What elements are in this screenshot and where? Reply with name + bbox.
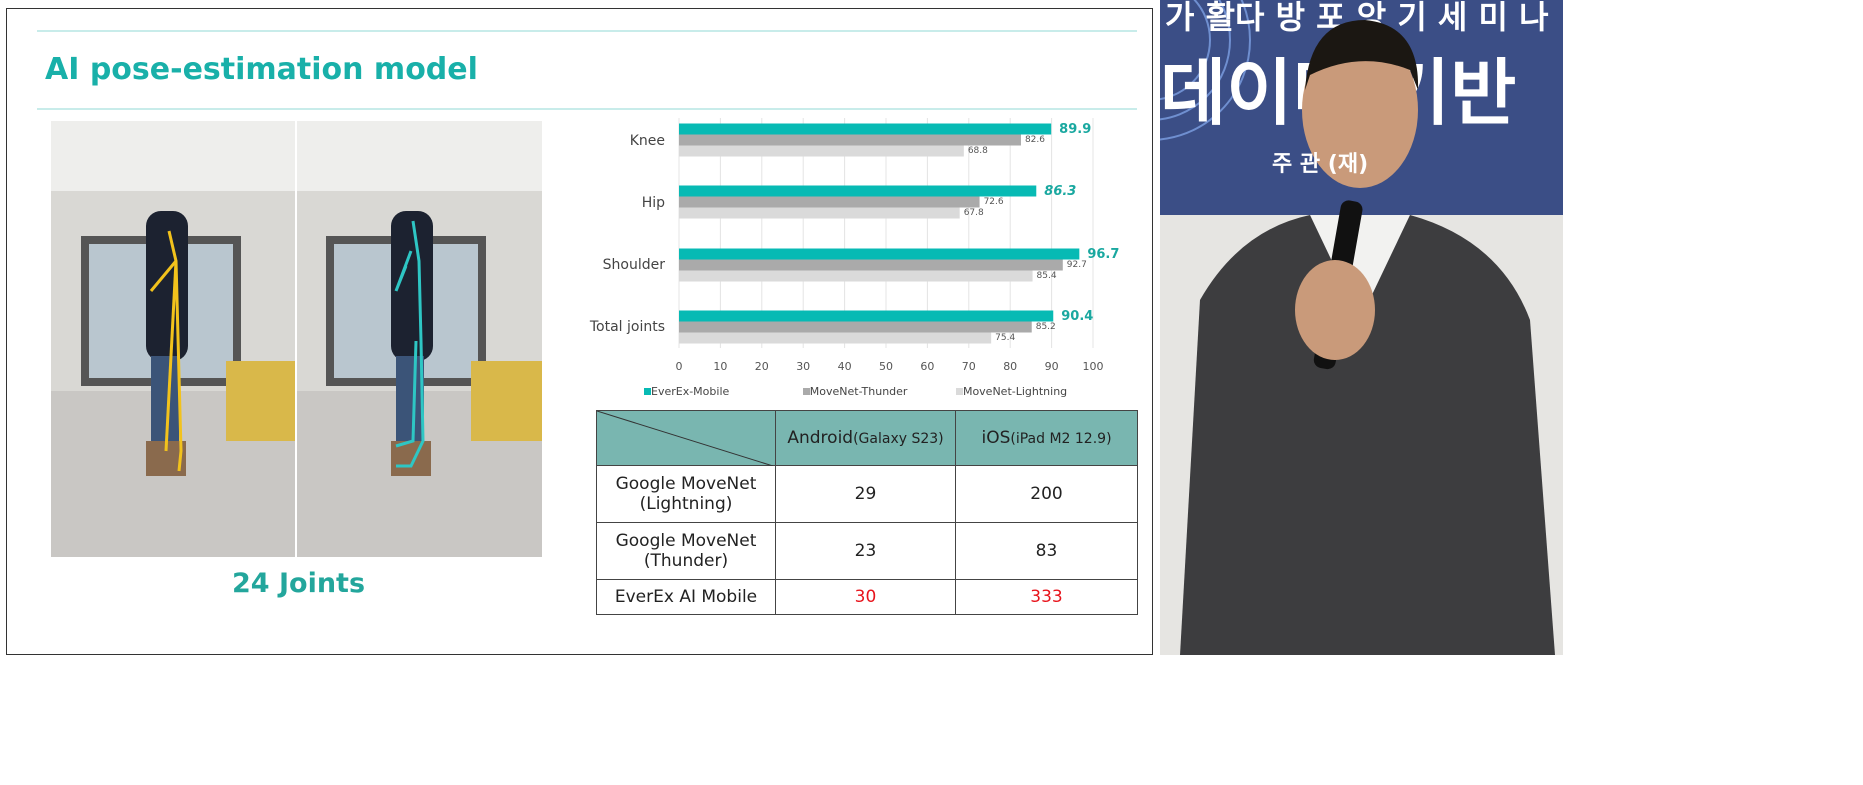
bar-movenet-thunder [679, 259, 1063, 271]
x-tick-label: 30 [796, 360, 811, 373]
legend: EverEx-Mobile MoveNet-Thunder MoveNet-Li… [644, 385, 1067, 398]
bar-movenet-lightning [679, 207, 960, 219]
legend-swatch [802, 388, 810, 395]
bar-chart: Knee Hip Shoulder Total joints 0 10 20 30 40… [550, 118, 1150, 408]
value-label: 90.4 [1061, 308, 1094, 324]
legend-label: MoveNet-Lightning [962, 385, 1068, 398]
x-tick-label: 90 [1044, 360, 1059, 373]
value-label: 68.8 [967, 145, 988, 156]
x-tick-label: 80 [1003, 360, 1018, 373]
value-label: 85.2 [1035, 321, 1056, 332]
category-label: Shoulder [602, 257, 665, 273]
bar-movenet-lightning [679, 145, 964, 157]
legend-label: EverEx-Mobile [651, 385, 730, 398]
fps-table: Android(Galaxy S23) iOS(iPad M2 12.9) Go… [596, 410, 1138, 615]
banner-text: 주 관 (재) [1272, 152, 1369, 177]
bar-everex-mobile [679, 310, 1054, 322]
x-tick-label: 0 [675, 360, 683, 373]
value-label: 85.4 [1036, 270, 1057, 281]
table-row: EverEx AI Mobile 30 333 [596, 579, 1138, 615]
x-tick-label: 20 [754, 360, 769, 373]
android-fps: 23 [775, 522, 956, 580]
bar-movenet-thunder [679, 321, 1032, 333]
legend-swatch [955, 388, 963, 395]
joints-caption: 24 Joints [232, 568, 366, 599]
chart-plot [678, 118, 1094, 348]
bar-movenet-thunder [679, 196, 980, 208]
x-tick-label: 50 [879, 360, 893, 373]
divider [37, 108, 1137, 110]
x-tick-label: 40 [837, 360, 852, 373]
category-label: Total joints [589, 319, 665, 335]
value-label: 89.9 [1059, 121, 1092, 137]
category-label: Hip [641, 195, 665, 211]
divider [37, 30, 1137, 32]
value-label: 82.6 [1024, 134, 1045, 145]
corner-cell [596, 410, 776, 466]
value-label: 67.8 [963, 207, 984, 218]
model-name: EverEx AI Mobile [596, 579, 776, 615]
header-android: Android(Galaxy S23) [775, 410, 956, 466]
legend-label: MoveNet-Thunder [809, 385, 908, 398]
x-tick-label: 10 [713, 360, 728, 373]
ios-fps: 200 [955, 465, 1138, 523]
x-tick-label: 100 [1082, 360, 1104, 373]
value-label: 72.6 [983, 196, 1004, 207]
table-row: Google MoveNet (Thunder) 23 83 [596, 522, 1138, 580]
ios-fps: 333 [955, 579, 1138, 615]
android-fps: 30 [775, 579, 956, 615]
bar-everex-mobile [679, 185, 1037, 197]
value-label: 86.3 [1044, 183, 1077, 199]
value-label: 75.4 [995, 332, 1016, 343]
model-name: Google MoveNet (Lightning) [596, 465, 776, 523]
speaker-photo: 가 활다 방 포 앙 기 세 미 나 데이터 기반 주 관 (재) [1160, 0, 1563, 655]
x-tick-label: 60 [920, 360, 935, 373]
bar-movenet-thunder [679, 134, 1021, 146]
header-ios: iOS(iPad M2 12.9) [955, 410, 1138, 466]
bar-everex-mobile [679, 123, 1052, 135]
pose-estimation-photo [51, 121, 542, 557]
model-name: Google MoveNet (Thunder) [596, 522, 776, 580]
bar-everex-mobile [679, 248, 1080, 260]
ios-fps: 83 [955, 522, 1138, 580]
table-row: Google MoveNet (Lightning) 29 200 [596, 465, 1138, 523]
bar-movenet-lightning [679, 270, 1033, 282]
category-label: Knee [629, 133, 665, 149]
value-label: 96.7 [1087, 246, 1120, 262]
value-label: 92.7 [1066, 259, 1087, 270]
x-tick-label: 70 [961, 360, 976, 373]
bar-movenet-lightning [679, 332, 992, 344]
android-fps: 29 [775, 465, 956, 523]
legend-swatch [644, 388, 651, 395]
slide-title: AI pose-estimation model [45, 52, 478, 87]
